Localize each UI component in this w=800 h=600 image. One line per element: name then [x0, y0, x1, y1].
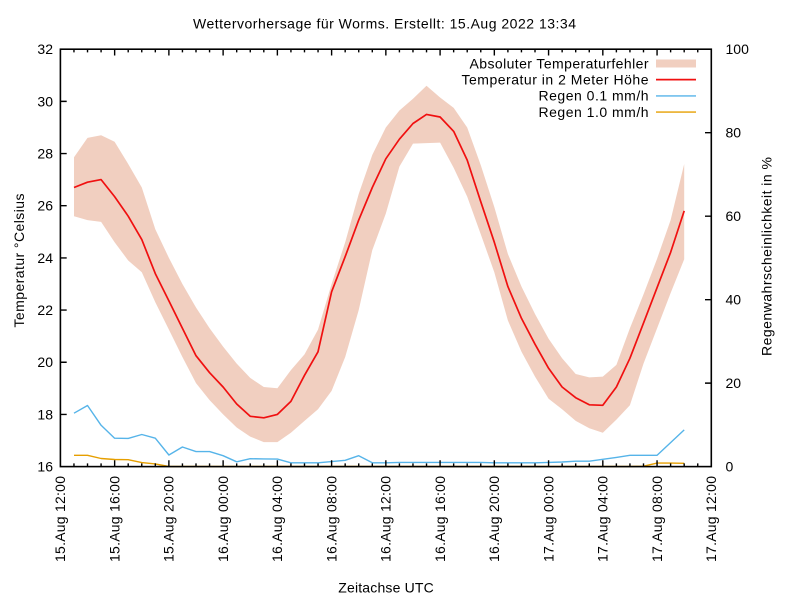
- svg-text:16.Aug 20:00: 16.Aug 20:00: [486, 476, 502, 562]
- svg-text:16.Aug 08:00: 16.Aug 08:00: [323, 476, 339, 562]
- svg-text:Wettervorhersage für Worms. Er: Wettervorhersage für Worms. Erstellt: 15…: [193, 16, 576, 32]
- svg-text:60: 60: [726, 208, 742, 224]
- svg-text:Zeitachse UTC: Zeitachse UTC: [338, 580, 434, 596]
- svg-text:Regen 0.1 mm/h: Regen 0.1 mm/h: [539, 88, 649, 104]
- svg-text:0: 0: [726, 459, 734, 475]
- svg-text:20: 20: [37, 354, 53, 370]
- svg-text:Absoluter Temperaturfehler: Absoluter Temperaturfehler: [470, 55, 649, 71]
- svg-text:22: 22: [37, 302, 53, 318]
- svg-text:16: 16: [37, 459, 53, 475]
- svg-text:Regenwahrscheinlichkeit in %: Regenwahrscheinlichkeit in %: [759, 157, 775, 356]
- svg-text:15.Aug 20:00: 15.Aug 20:00: [161, 476, 177, 562]
- svg-text:18: 18: [37, 406, 53, 422]
- svg-text:30: 30: [37, 93, 53, 109]
- svg-text:16.Aug 12:00: 16.Aug 12:00: [378, 476, 394, 562]
- svg-text:16.Aug 04:00: 16.Aug 04:00: [269, 476, 285, 562]
- svg-text:28: 28: [37, 146, 53, 162]
- svg-text:20: 20: [726, 375, 742, 391]
- svg-text:15.Aug 12:00: 15.Aug 12:00: [52, 476, 68, 562]
- svg-text:24: 24: [37, 250, 53, 266]
- svg-text:17.Aug 00:00: 17.Aug 00:00: [540, 476, 556, 562]
- svg-text:32: 32: [37, 41, 53, 57]
- svg-text:Regen 1.0 mm/h: Regen 1.0 mm/h: [539, 104, 649, 120]
- svg-text:Temperatur in 2 Meter Höhe: Temperatur in 2 Meter Höhe: [462, 71, 649, 87]
- svg-text:17.Aug 08:00: 17.Aug 08:00: [649, 476, 665, 562]
- svg-text:17.Aug 04:00: 17.Aug 04:00: [595, 476, 611, 562]
- svg-text:100: 100: [726, 41, 750, 57]
- svg-text:Temperatur °Celsius: Temperatur °Celsius: [11, 194, 27, 328]
- svg-text:80: 80: [726, 125, 742, 141]
- svg-text:26: 26: [37, 198, 53, 214]
- svg-text:16.Aug 16:00: 16.Aug 16:00: [432, 476, 448, 562]
- svg-text:40: 40: [726, 292, 742, 308]
- svg-text:17.Aug 12:00: 17.Aug 12:00: [703, 476, 719, 562]
- svg-text:16.Aug 00:00: 16.Aug 00:00: [215, 476, 231, 562]
- svg-text:15.Aug 16:00: 15.Aug 16:00: [106, 476, 122, 562]
